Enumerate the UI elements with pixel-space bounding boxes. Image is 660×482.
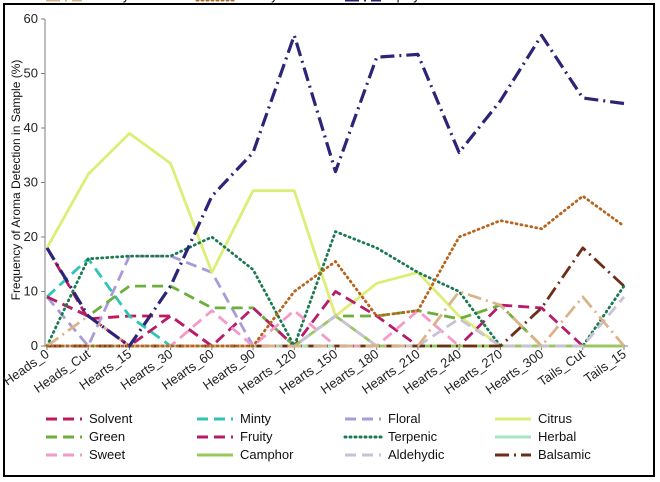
y-tick-label: 30 xyxy=(24,175,38,190)
series-layer xyxy=(45,33,626,348)
y-axis-label: Frequency of Aroma Detection in Sample (… xyxy=(9,60,23,301)
legend-citrus-label: Citrus xyxy=(538,411,572,426)
series-line-citrus xyxy=(45,131,624,348)
y-tick-label: 50 xyxy=(24,66,38,81)
x-tick-label: Tails_15 xyxy=(581,346,629,386)
axes xyxy=(41,18,628,350)
legend-herbal-label: Herbal xyxy=(538,429,576,444)
chart-frame xyxy=(3,3,655,477)
y-tick-label: 20 xyxy=(24,229,38,244)
series-line-terpenic xyxy=(45,230,626,348)
legend-camphor-label: Camphor xyxy=(240,447,294,462)
legend-minty-label: Minty xyxy=(240,411,272,426)
legend-solvent-label: Solvent xyxy=(89,411,133,426)
legend-floral-label: Floral xyxy=(388,411,421,426)
legend: Solvent Minty Floral Citrus Green Fruity Terpe… xyxy=(46,0,591,462)
legend-green-label: Green xyxy=(89,429,125,444)
legend-terpenic-label: Terpenic xyxy=(388,429,438,444)
series-line-fruity xyxy=(46,290,624,348)
legend-aldehydic-label: Aldehydic xyxy=(388,447,445,462)
series-line-spicy xyxy=(45,33,625,348)
x-tick-label: Tails_Cut xyxy=(535,346,588,389)
legend-woody-label: Woody xyxy=(89,0,130,3)
y-tick-label: 0 xyxy=(31,338,38,353)
legend-fruity-label: Fruity xyxy=(240,429,273,444)
series-line-aldehydic xyxy=(47,296,626,348)
series-line-balsamic xyxy=(47,246,625,348)
y-tick-label: 60 xyxy=(24,11,38,26)
legend-balsamic-label: Balsamic xyxy=(538,447,591,462)
legend-sweet-label: Sweet xyxy=(89,447,126,462)
legend-earthy-label: Earthy xyxy=(240,0,278,3)
y-tick-label: 40 xyxy=(24,120,38,135)
y-tick-label: 10 xyxy=(24,284,38,299)
legend-spicy-label: Spicy xyxy=(388,0,420,3)
series-line-earthy xyxy=(45,194,626,348)
series-line-minty xyxy=(46,257,624,348)
series-line-floral xyxy=(45,254,624,348)
